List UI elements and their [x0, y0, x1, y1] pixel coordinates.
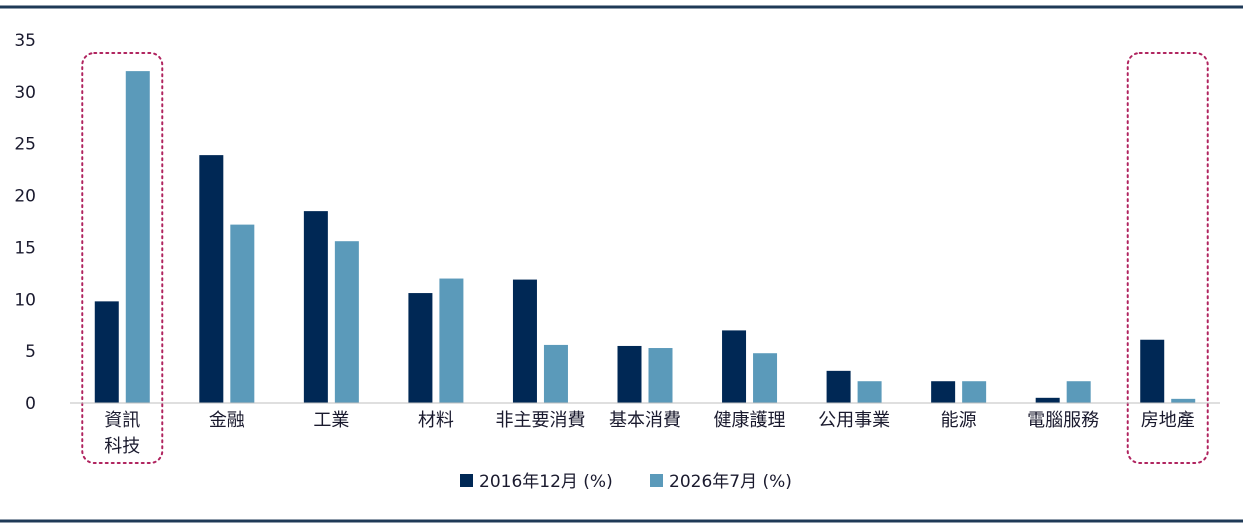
- bar-series-1: [408, 293, 433, 403]
- bar-series-2: [230, 224, 255, 403]
- x-tick-label: 能源: [941, 410, 977, 431]
- bar-series-1: [722, 330, 747, 403]
- bar-series-1: [931, 381, 956, 403]
- x-tick-label: 基本消費: [609, 410, 681, 431]
- legend-label: 2016年12月 (%): [479, 472, 613, 492]
- y-tick-label: 20: [14, 187, 36, 207]
- bar-series-1: [1140, 339, 1165, 403]
- bar-series-2: [1066, 381, 1091, 403]
- highlight-box: [81, 52, 164, 464]
- bar-series-1: [512, 279, 537, 403]
- y-tick-label: 15: [14, 238, 36, 258]
- legend-swatch: [650, 474, 663, 487]
- bar-series-2: [753, 353, 778, 403]
- x-tick-label: 非主要消費: [495, 410, 585, 431]
- y-axis: 0 5 10 15 20 25 30 35: [14, 31, 36, 414]
- legend-label: 2026年7月 (%): [669, 472, 792, 492]
- x-tick-label: 金融: [209, 410, 245, 431]
- bar-series-2: [648, 348, 673, 403]
- highlight-box: [1126, 52, 1209, 464]
- bar-series-1: [94, 301, 119, 403]
- bars: [94, 71, 1196, 403]
- bar-series-2: [857, 381, 882, 403]
- y-tick-label: 10: [14, 290, 36, 310]
- x-tick-label: 電腦服務: [1027, 410, 1099, 431]
- bar-series-1: [199, 155, 224, 403]
- x-tick-label: 健康護理: [714, 410, 786, 431]
- x-tick-label: 資訊科技: [104, 410, 140, 457]
- bar-series-2: [334, 241, 359, 403]
- y-tick-label: 25: [14, 135, 36, 155]
- bar-series-1: [826, 370, 851, 403]
- bar-series-1: [303, 211, 328, 403]
- y-tick-label: 35: [14, 31, 36, 51]
- bar-series-2: [543, 344, 568, 403]
- bar-series-2: [1171, 398, 1196, 403]
- bar-series-1: [617, 345, 642, 403]
- legend-swatch: [460, 474, 473, 487]
- x-tick-label: 公用事業: [818, 410, 890, 431]
- bar-series-2: [439, 278, 464, 403]
- y-tick-label: 0: [25, 394, 36, 414]
- legend: 2016年12月 (%) 2026年7月 (%): [460, 472, 792, 492]
- bar-series-1: [1035, 397, 1060, 403]
- x-axis-labels: 資訊科技 金融 工業 材料 非主要消費 基本消費 健康護理 公用事業 能源 電腦服務 房地產: [104, 410, 1194, 457]
- y-tick-label: 30: [14, 83, 36, 103]
- y-tick-label: 5: [25, 342, 36, 362]
- bar-series-2: [962, 381, 987, 403]
- x-tick-label: 工業: [313, 410, 349, 431]
- x-tick-label: 房地產: [1141, 410, 1195, 431]
- bar-series-2: [125, 71, 150, 403]
- x-tick-label: 材料: [418, 410, 454, 431]
